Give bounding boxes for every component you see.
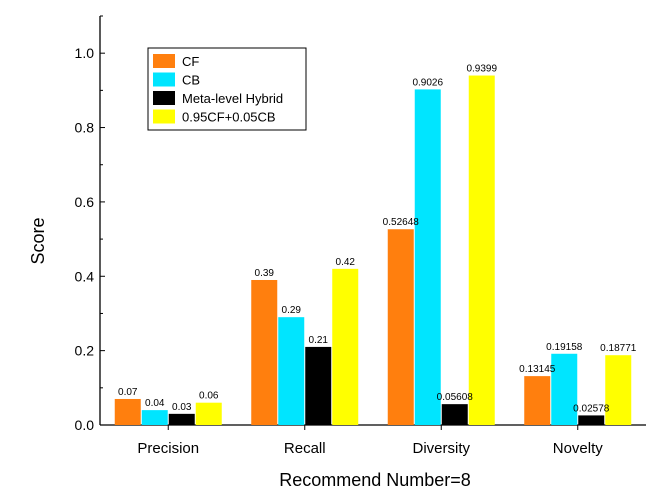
bar-data-label: 0.52648 bbox=[383, 217, 420, 228]
bar-data-label: 0.39 bbox=[255, 268, 275, 279]
bar bbox=[168, 413, 195, 425]
y-tick-label: 0.8 bbox=[75, 120, 95, 136]
legend-swatch bbox=[153, 109, 175, 124]
legend-label: 0.95CF+0.05CB bbox=[182, 110, 276, 125]
bar-data-label: 0.03 bbox=[172, 402, 192, 413]
bar-data-label: 0.9399 bbox=[466, 64, 497, 75]
bar bbox=[305, 346, 332, 425]
bar-data-label: 0.19158 bbox=[546, 342, 583, 353]
legend-label: Meta-level Hybrid bbox=[182, 91, 283, 106]
y-tick-label: 0.0 bbox=[75, 417, 95, 433]
bar-data-label: 0.02578 bbox=[573, 403, 610, 414]
bar bbox=[141, 410, 168, 425]
bar-data-label: 0.05608 bbox=[437, 392, 474, 403]
bar bbox=[387, 229, 414, 425]
bar-data-label: 0.42 bbox=[336, 257, 356, 268]
bar bbox=[414, 89, 441, 425]
legend-label: CF bbox=[182, 54, 199, 69]
bar bbox=[551, 353, 578, 425]
legend-label: CB bbox=[182, 73, 200, 88]
bar bbox=[578, 415, 605, 425]
bar bbox=[605, 355, 632, 425]
y-tick-label: 0.6 bbox=[75, 194, 95, 210]
legend-swatch bbox=[153, 54, 175, 68]
data-labels: 0.07 0.04 0.03 0.06 0.39 0.29 0.21 0.42 0.52648 0… bbox=[118, 64, 637, 415]
x-tick-label: Recall bbox=[284, 440, 326, 457]
bar bbox=[195, 402, 222, 425]
bar-data-label: 0.04 bbox=[145, 398, 165, 409]
bar-data-label: 0.07 bbox=[118, 387, 138, 398]
y-tick-label: 0.4 bbox=[75, 268, 95, 284]
bar-data-label: 0.18771 bbox=[600, 343, 637, 354]
legend-swatch bbox=[153, 72, 175, 87]
legend-swatch bbox=[153, 91, 175, 105]
bar bbox=[251, 279, 278, 425]
y-tick-label: 0.2 bbox=[75, 343, 95, 359]
bar-data-label: 0.29 bbox=[282, 305, 302, 316]
bar-data-label: 0.06 bbox=[199, 391, 219, 402]
y-tick-label: 1.0 bbox=[75, 45, 95, 61]
x-tick-label: Diversity bbox=[412, 440, 470, 457]
bar-data-label: 0.21 bbox=[309, 335, 329, 346]
bar bbox=[468, 75, 495, 426]
bar bbox=[441, 404, 468, 425]
bar-data-label: 0.13145 bbox=[519, 364, 556, 375]
y-axis-title: Score bbox=[28, 217, 48, 264]
bar bbox=[278, 317, 305, 425]
x-axis-title: Recommend Number=8 bbox=[279, 470, 471, 490]
x-tick-label: Novelty bbox=[553, 440, 604, 457]
bar bbox=[114, 398, 141, 425]
legend: CF CB Meta-level Hybrid 0.95CF+0.05CB bbox=[147, 47, 307, 131]
bar bbox=[332, 268, 359, 425]
bar bbox=[524, 376, 551, 425]
x-tick-label: Precision bbox=[137, 440, 199, 457]
x-axis: Precision Recall Diversity Novelty bbox=[137, 425, 603, 457]
y-axis: 0.0 0.2 0.4 0.6 0.8 1.0 bbox=[75, 15, 105, 433]
bars bbox=[114, 75, 632, 426]
bar-data-label: 0.9026 bbox=[412, 77, 443, 88]
